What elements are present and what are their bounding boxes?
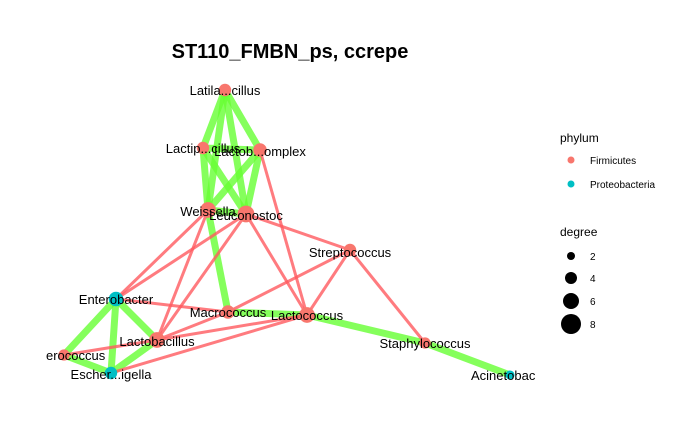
- edge-entb-eroc: [60, 295, 120, 359]
- edge-latil-lactob_c: [221, 86, 264, 154]
- node-label-eroc: erococcus: [46, 348, 106, 363]
- node-latil: [218, 83, 232, 97]
- legend-degree-title: degree: [560, 225, 598, 239]
- node-label-macro: Macrococcus: [190, 305, 267, 320]
- legend-degree-label-2: 6: [590, 297, 596, 308]
- node-entb: [108, 291, 124, 307]
- edge-weis-lactobac: [155, 208, 210, 342]
- edge-lactip-leuc: [199, 144, 250, 218]
- edge-lactob_c-leuc: [242, 146, 264, 218]
- edge-eroc-esch: [60, 351, 115, 377]
- edge-strep-staph: [348, 248, 427, 345]
- node-lacto: [299, 307, 315, 323]
- node-leuc: [237, 205, 255, 223]
- edge-lactobac-esch: [107, 336, 161, 377]
- node-strep: [343, 243, 357, 257]
- edge-esch-lacto: [109, 313, 309, 375]
- node-label-lactip: Lactip...cillus: [166, 141, 241, 156]
- edge-macro-lacto: [224, 308, 311, 319]
- edge-lactip-lactob_c: [199, 144, 264, 154]
- edge-lacto-staph: [303, 311, 429, 347]
- edge-staph-acin: [421, 339, 514, 379]
- edge-lactobac-macro: [155, 310, 230, 342]
- node-label-lacto: Lactococcus: [271, 308, 344, 323]
- edge-lactob_c-weis: [204, 146, 264, 214]
- node-label-weis: Weissella: [180, 204, 236, 219]
- node-label-strep: Streptococcus: [309, 245, 392, 260]
- edge-entb-esch: [107, 295, 120, 377]
- legend-phylum-label-0: Firmicutes: [590, 156, 636, 167]
- node-weis: [200, 202, 216, 218]
- legend-phylum-swatch-1: [567, 180, 575, 188]
- node-esch: [104, 366, 118, 380]
- edge-weis-macro: [204, 206, 232, 316]
- legend-phylum-label-1: Proteobacteria: [590, 180, 655, 191]
- node-label-lactob_c: Lactob...omplex: [214, 144, 306, 159]
- legend-degree-dot-1: [565, 272, 577, 284]
- label-layer: Latila...cillus Lactip...cillusLactob...o…: [46, 83, 536, 383]
- edge-strep-lacto: [305, 248, 352, 317]
- node-macro: [221, 305, 235, 319]
- legend-degree-dot-0: [567, 252, 575, 260]
- legend-phylum-items: Firmicutes Proteobacteria: [567, 156, 655, 191]
- node-label-esch: Escher...igella: [71, 367, 153, 382]
- node-eroc: [58, 349, 70, 361]
- edge-layer: [60, 86, 514, 379]
- node-layer: [58, 83, 515, 380]
- node-lactob_c: [253, 143, 267, 157]
- edge-weis-entb: [114, 208, 210, 301]
- legend-phylum-swatch-0: [567, 156, 575, 164]
- node-lactip: [196, 141, 210, 155]
- node-label-acin: Acinetobac: [471, 368, 536, 383]
- edge-leuc-lactobac: [155, 212, 248, 342]
- legend-degree-label-1: 4: [590, 274, 596, 285]
- edge-lactobac-lacto: [155, 313, 309, 342]
- edge-entb-macro: [114, 297, 230, 314]
- edge-strep-macro: [226, 248, 352, 314]
- legend-degree-dot-3: [561, 314, 581, 334]
- edge-leuc-lacto: [244, 212, 309, 317]
- legend-degree-dot-2: [563, 293, 579, 309]
- node-label-staph: Staphylococcus: [379, 336, 471, 351]
- node-label-entb: Enterobacter: [79, 292, 154, 307]
- legend-phylum-title: phylum: [560, 131, 599, 145]
- edge-leuc-entb: [114, 212, 248, 301]
- legend-degree-items: 2 4 6 8: [561, 252, 596, 334]
- edge-eroc-lactobac: [62, 338, 159, 357]
- legend: phylum Firmicutes Proteobacteria degree 2…: [560, 131, 655, 334]
- node-lactobac: [149, 332, 165, 348]
- edge-entb-lactobac: [112, 295, 161, 344]
- legend-degree-label-0: 2: [590, 252, 596, 263]
- node-label-lactobac: Lactobacillus: [119, 334, 195, 349]
- node-label-leuc: Leuconostoc: [209, 208, 283, 223]
- edge-lactip-weis: [199, 144, 212, 214]
- node-acin: [505, 370, 515, 380]
- node-staph: [419, 337, 431, 349]
- node-label-latil: Latila...cillus: [190, 83, 261, 98]
- edge-leuc-strep: [244, 212, 352, 252]
- edge-lactob_c-lacto: [258, 148, 309, 317]
- legend-degree-label-3: 8: [590, 320, 596, 331]
- diagram-title: ST110_FMBN_ps, ccrepe: [172, 41, 409, 63]
